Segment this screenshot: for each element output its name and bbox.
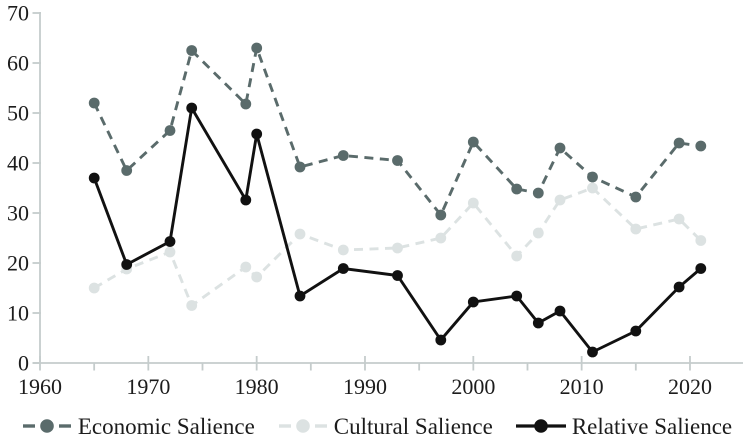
relative-salience-point <box>467 296 479 308</box>
economic-salience-point <box>435 209 447 221</box>
economic-salience-point <box>294 161 306 173</box>
relative-salience-point <box>251 128 263 140</box>
relative-legend-marker <box>515 419 566 433</box>
cultural-salience-point <box>186 300 198 311</box>
relative-salience-point <box>532 317 544 329</box>
cultural-salience-point <box>337 244 349 256</box>
y-tick-label: 40 <box>7 151 29 176</box>
economic-salience-point <box>337 150 349 161</box>
economic-salience-point <box>240 98 252 110</box>
economic-salience-point <box>554 142 566 154</box>
relative-salience-point <box>294 290 306 302</box>
cultural-salience-point <box>532 227 544 239</box>
economic-salience-marker-glyph <box>40 419 54 433</box>
economic-salience-point <box>251 42 263 54</box>
x-tick-label: 1970 <box>126 374 170 399</box>
cultural-salience-point <box>695 235 707 246</box>
cultural-salience-point <box>240 261 252 273</box>
cultural-salience-point <box>673 213 685 225</box>
cultural-salience-point <box>630 223 642 235</box>
economic-salience-point <box>88 97 100 109</box>
relative-salience-point <box>554 305 566 317</box>
cultural-salience-point <box>511 250 523 262</box>
legend-label-cultural: Cultural Salience <box>333 413 493 439</box>
relative-salience-marker-glyph <box>534 419 548 433</box>
economic-legend-marker <box>22 419 71 433</box>
relative-salience-point <box>673 281 685 293</box>
economic-salience-line <box>92 42 701 218</box>
legend-item-cultural: Cultural Salience <box>278 415 493 438</box>
cultural-salience-point <box>467 197 479 209</box>
relative-salience-point <box>392 270 403 281</box>
economic-salience-point <box>511 183 523 195</box>
cultural-salience-point <box>251 271 263 283</box>
economic-salience-point <box>630 191 642 203</box>
economic-salience-point <box>164 125 176 136</box>
y-tick-label: 60 <box>7 51 29 76</box>
cultural-salience-point <box>294 228 306 240</box>
legend-item-relative: Relative Salience <box>515 413 733 439</box>
relative-salience-point <box>695 263 707 274</box>
economic-salience-point <box>695 140 707 152</box>
chart-legend: Economic Salience Cultural Salience Rela… <box>0 406 754 446</box>
x-tick-label: 1960 <box>18 374 62 399</box>
cultural-legend-marker <box>278 419 327 433</box>
relative-salience-point <box>511 290 523 302</box>
cultural-salience-point <box>435 232 447 244</box>
x-tick-label: 1990 <box>343 374 387 399</box>
cultural-salience-point <box>587 182 598 194</box>
cultural-salience-point <box>164 246 176 258</box>
y-tick-label: 20 <box>7 251 29 276</box>
relative-salience-point <box>337 263 349 274</box>
relative-salience-point <box>88 172 100 184</box>
relative-salience-point <box>630 325 642 337</box>
legend-label-economic: Economic Salience <box>77 413 255 439</box>
relative-salience-point <box>121 259 133 270</box>
cultural-salience-point <box>554 194 566 206</box>
y-tick-label: 10 <box>7 301 29 326</box>
salience-line-chart: 0 10 20 30 40 50 60 70 1960 1970 1980 1990 2000 2010 2… <box>7 1 743 399</box>
y-tick-label: 30 <box>7 201 29 226</box>
relative-salience-point <box>240 194 252 206</box>
cultural-salience-point <box>392 242 403 254</box>
x-tick-label: 1980 <box>235 374 279 399</box>
x-tick-label: 2000 <box>451 374 495 399</box>
y-tick-label: 50 <box>7 101 29 126</box>
economic-salience-point <box>673 137 685 149</box>
relative-salience-point <box>587 346 598 358</box>
economic-salience-point <box>467 136 479 148</box>
x-tick-label: 2010 <box>560 374 604 399</box>
relative-salience-line <box>92 103 702 354</box>
legend-item-economic: Economic Salience <box>22 415 255 438</box>
economic-salience-point <box>392 155 403 166</box>
economic-salience-point <box>186 45 198 56</box>
cultural-salience-point <box>88 282 100 294</box>
legend-label-relative: Relative Salience <box>571 413 733 439</box>
y-tick-label: 0 <box>18 351 29 376</box>
economic-salience-point <box>532 187 544 199</box>
relative-salience-point <box>435 334 447 346</box>
x-tick-label: 2020 <box>668 374 712 399</box>
relative-salience-point <box>186 102 198 114</box>
y-tick-label: 70 <box>7 1 29 26</box>
economic-salience-point <box>587 171 598 183</box>
relative-salience-point <box>164 236 176 247</box>
economic-salience-point <box>121 165 133 176</box>
cultural-salience-marker-glyph <box>295 419 310 433</box>
cultural-salience-line <box>93 186 702 308</box>
